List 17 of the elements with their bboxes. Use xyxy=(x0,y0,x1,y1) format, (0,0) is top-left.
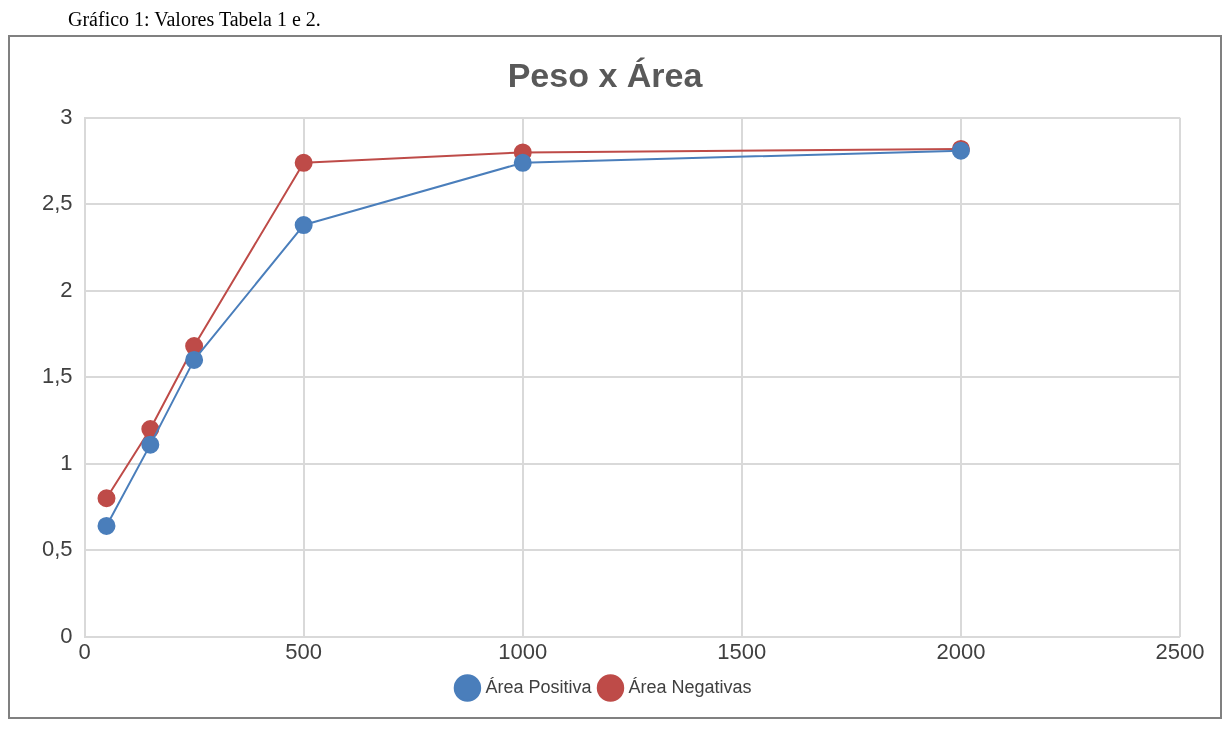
y-tick-label: 3 xyxy=(60,103,73,129)
x-tick-label: 1000 xyxy=(498,638,548,664)
x-tick-label: 0 xyxy=(78,638,91,664)
y-tick-label: 2,5 xyxy=(41,190,73,216)
legend-label: Área Positiva xyxy=(485,676,593,697)
y-tick-label: 1 xyxy=(60,449,73,475)
text: Gráfico 1: Valores Tabela 1 e 2. xyxy=(68,8,322,31)
x-tick-label: 2000 xyxy=(936,638,986,664)
y-tick-label: 0,5 xyxy=(41,536,73,562)
y-tick-label: 2 xyxy=(60,276,73,302)
legend-label: Área Negativas xyxy=(628,676,752,697)
x-tick-label: 500 xyxy=(285,638,323,664)
chart-title: Peso x Área xyxy=(507,55,704,94)
x-tick-label: 2500 xyxy=(1155,638,1205,664)
x-tick-label: 1500 xyxy=(717,638,767,664)
y-tick-label: 1,5 xyxy=(41,363,73,389)
y-tick-label: 0 xyxy=(60,622,73,648)
